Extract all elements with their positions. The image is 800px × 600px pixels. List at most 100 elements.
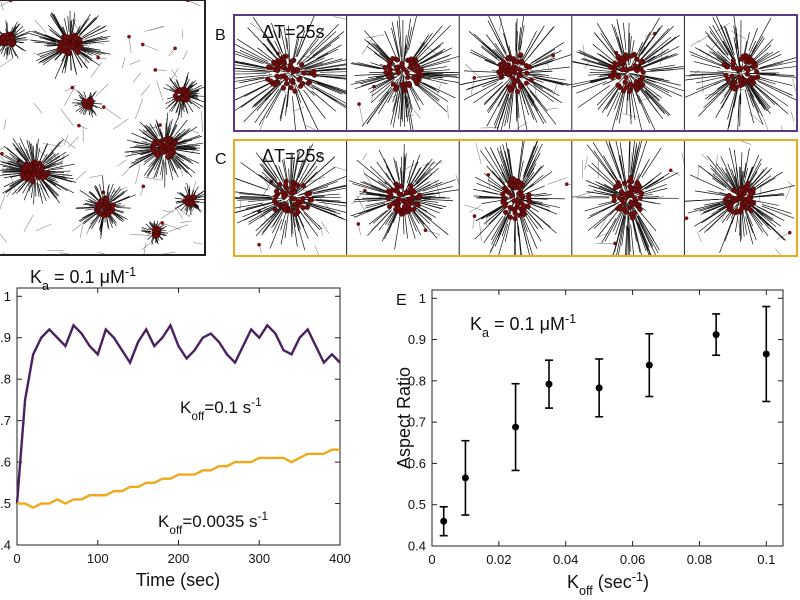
- filament: [141, 242, 151, 250]
- x-tick-label: 200: [168, 551, 190, 566]
- particle: [732, 187, 739, 193]
- filament: [262, 207, 283, 233]
- particle: [637, 206, 643, 212]
- particle: [282, 193, 288, 199]
- particle: [158, 123, 162, 127]
- filament: [727, 163, 738, 188]
- filament: [45, 152, 60, 164]
- point: [645, 361, 653, 369]
- filament: [600, 29, 620, 60]
- filament: [422, 73, 460, 76]
- filament: [160, 251, 176, 254]
- filament: [311, 193, 340, 197]
- filament: [721, 74, 741, 109]
- filament: [168, 224, 189, 232]
- particle: [164, 141, 170, 147]
- particle: [292, 211, 299, 218]
- particle: [499, 63, 505, 69]
- filament: [697, 165, 700, 180]
- filament: [746, 204, 762, 220]
- text-part: K: [567, 572, 579, 592]
- y-tick-label: 0.8: [408, 373, 426, 388]
- filament: [143, 124, 161, 133]
- particle: [631, 210, 638, 216]
- filament: [88, 214, 100, 230]
- filament: [40, 178, 54, 194]
- particle: [40, 175, 46, 181]
- filament: [633, 140, 648, 180]
- filament: [630, 86, 643, 131]
- y-tick-label: 0.7: [408, 415, 426, 430]
- filament: [0, 46, 4, 52]
- particle: [744, 184, 750, 190]
- point: [461, 474, 469, 482]
- filament: [283, 27, 288, 49]
- filament: [455, 174, 460, 186]
- filament: [403, 153, 407, 192]
- filament: [491, 217, 506, 245]
- snapshot: [459, 140, 572, 256]
- filament: [404, 96, 408, 118]
- filament: [11, 46, 19, 59]
- filament: [716, 163, 737, 193]
- filament: [33, 102, 43, 114]
- filament: [173, 135, 203, 146]
- filament: [42, 141, 61, 163]
- filament: [116, 207, 131, 209]
- particle: [185, 194, 191, 200]
- filament: [295, 92, 307, 131]
- filament: [384, 30, 398, 60]
- particle: [617, 84, 623, 90]
- particle: [140, 42, 145, 47]
- filament: [279, 97, 286, 119]
- point: [595, 384, 603, 392]
- filament: [727, 74, 741, 120]
- particle: [86, 104, 92, 110]
- particle: [304, 204, 310, 210]
- filament: [189, 99, 204, 108]
- filament: [234, 76, 264, 82]
- particle: [622, 79, 628, 85]
- filament: [11, 181, 26, 195]
- filament: [142, 129, 155, 140]
- filament: [301, 201, 336, 213]
- particle: [155, 226, 161, 232]
- particle: [56, 47, 62, 53]
- filament: [395, 160, 400, 181]
- filament: [6, 22, 8, 33]
- filament: [370, 177, 392, 192]
- filament: [180, 103, 183, 118]
- filament: [401, 91, 403, 120]
- particle: [86, 98, 92, 105]
- y-axis-label: Aspect Ratio: [394, 367, 414, 469]
- filament: [306, 79, 342, 94]
- filament: [486, 87, 509, 127]
- particle: [98, 198, 104, 204]
- filament: [641, 55, 669, 68]
- particle: [34, 165, 40, 171]
- filament: [149, 26, 165, 31]
- filament: [499, 150, 510, 180]
- particle: [514, 65, 520, 72]
- filament: [412, 181, 443, 195]
- filament: [273, 30, 283, 52]
- filament: [406, 159, 415, 184]
- filament: [518, 140, 525, 179]
- filament: [234, 88, 267, 112]
- filament: [632, 46, 646, 66]
- particle: [506, 189, 512, 195]
- particle: [294, 205, 300, 212]
- filament: [173, 128, 190, 142]
- filament: [147, 234, 153, 241]
- filament: [611, 86, 625, 131]
- particle: [98, 210, 104, 216]
- filament: [112, 186, 128, 193]
- filament: [685, 73, 729, 77]
- particle: [636, 183, 642, 189]
- filament: [623, 22, 627, 50]
- filament: [0, 1, 4, 11]
- filament: [80, 26, 106, 40]
- filament: [254, 83, 280, 108]
- particle: [280, 190, 286, 196]
- particle: [96, 55, 100, 60]
